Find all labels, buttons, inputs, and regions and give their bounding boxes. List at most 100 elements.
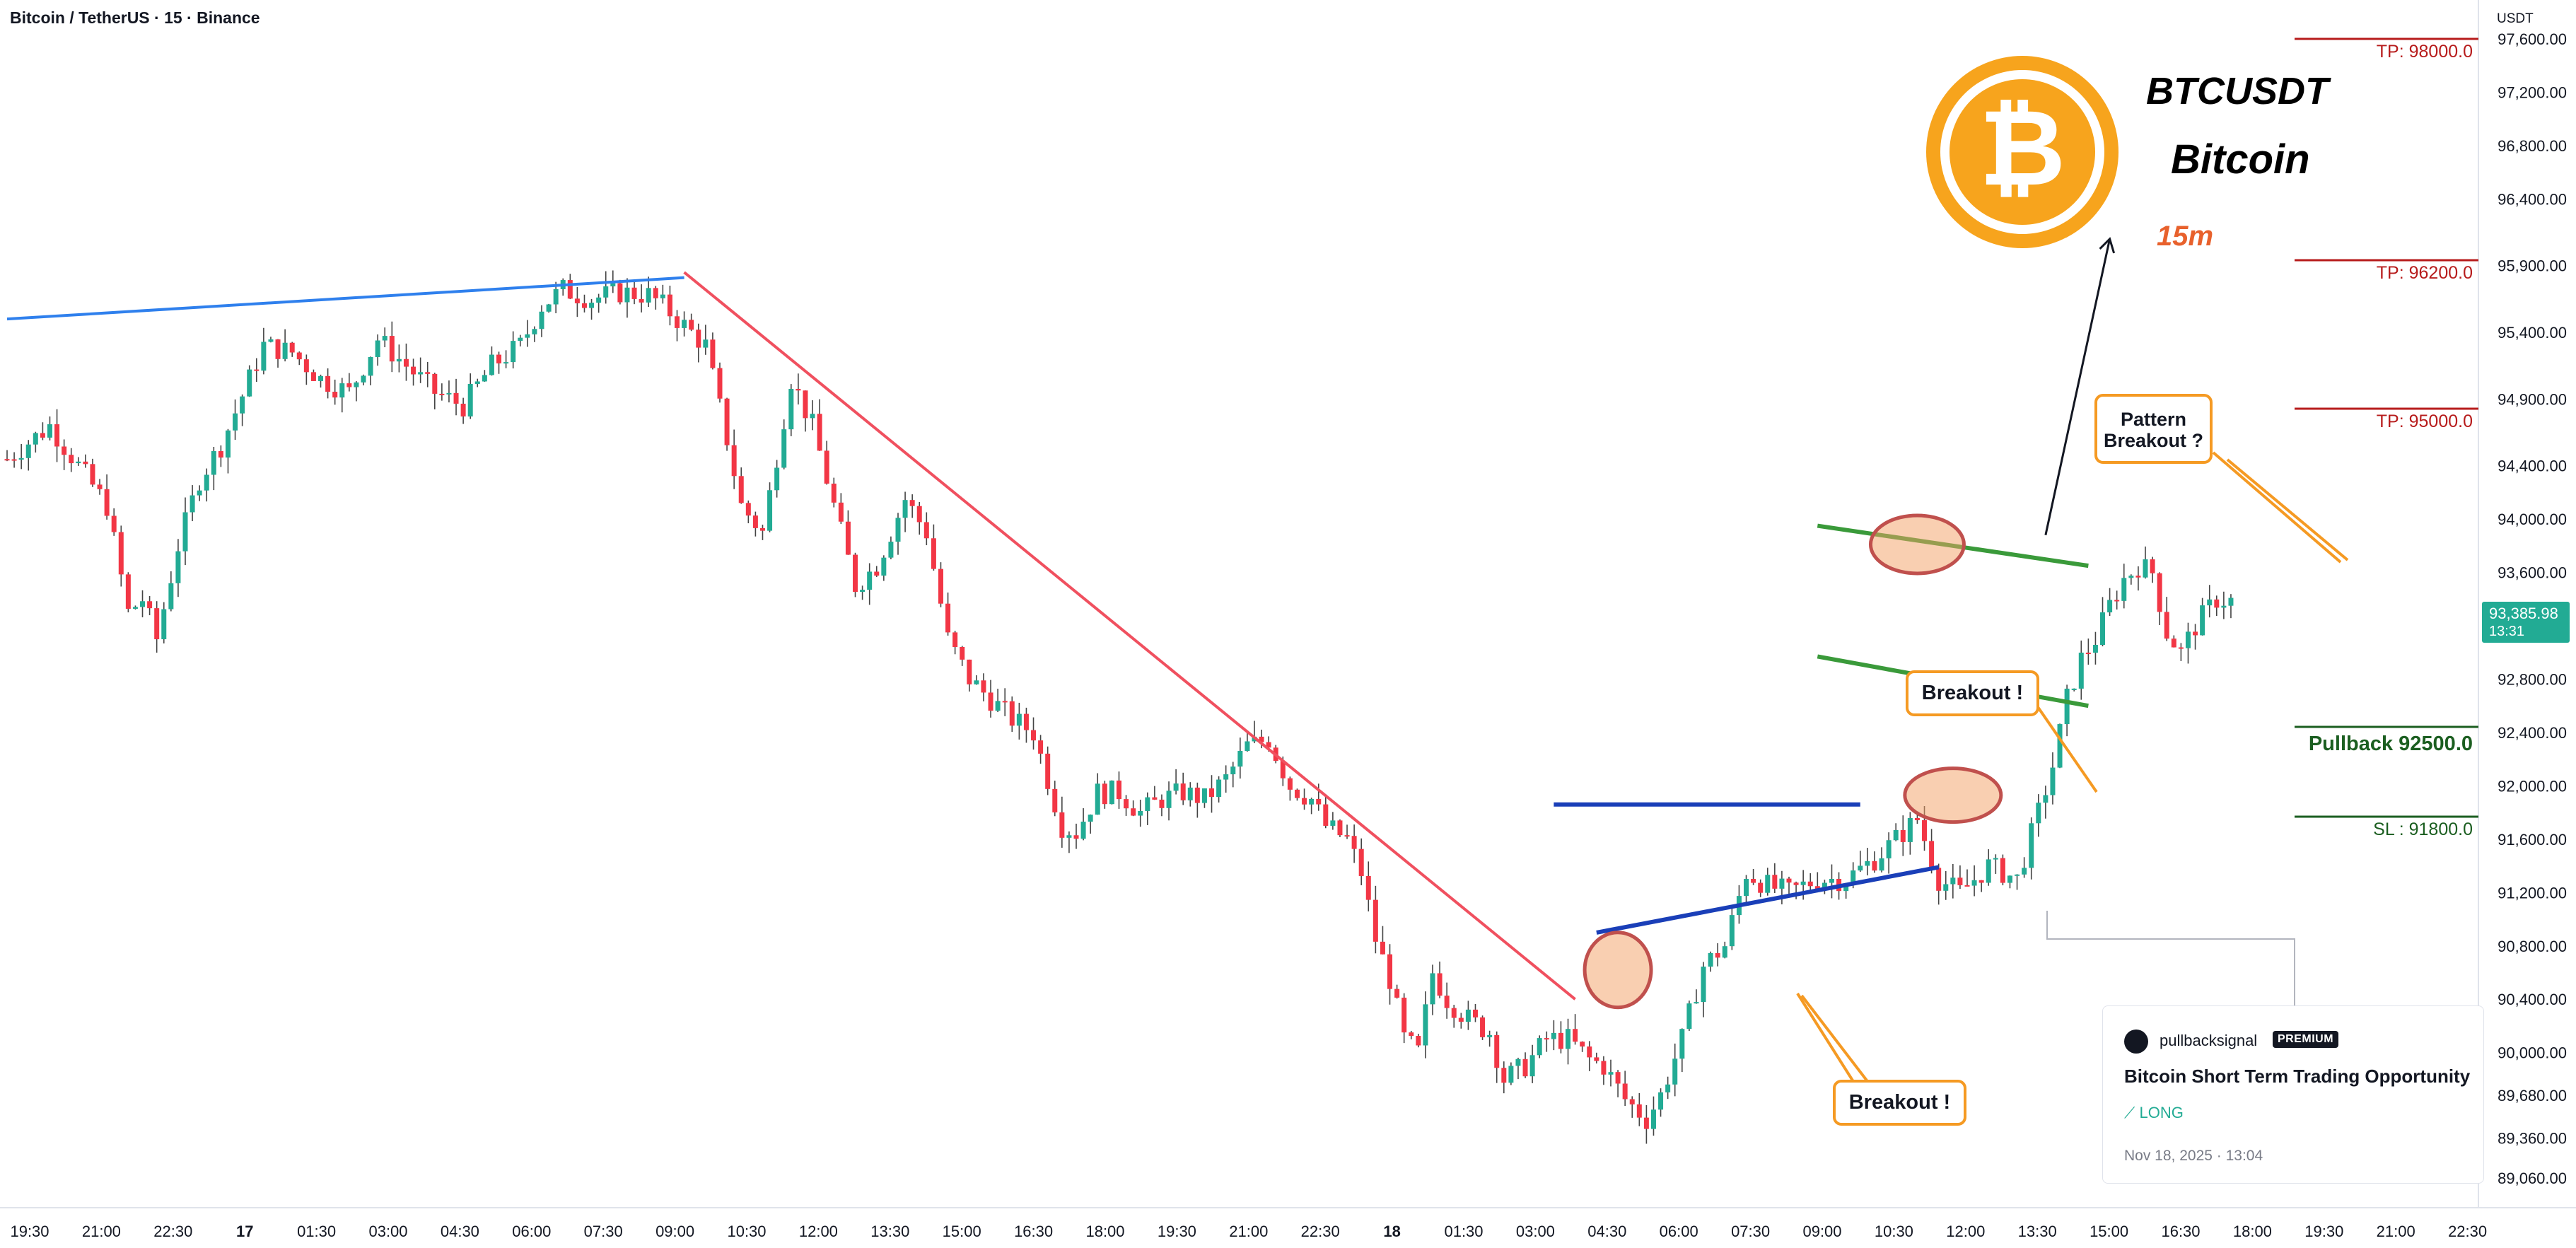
candle-body <box>1943 884 1949 891</box>
price-tick-label: 96,800.00 <box>2498 137 2567 155</box>
candle-body <box>240 396 245 414</box>
candle-body <box>403 358 409 367</box>
candle-body <box>1145 797 1150 811</box>
candle-body <box>2057 724 2063 768</box>
candle-body <box>817 414 822 451</box>
candle-body <box>675 316 680 328</box>
candle-body <box>254 369 260 371</box>
idea-title[interactable]: Bitcoin Short Term Trading Opportunity <box>2124 1066 2471 1087</box>
author-name[interactable]: pullbacksignal <box>2160 1032 2258 1049</box>
author-avatar <box>2124 1030 2148 1054</box>
candle-body <box>1131 808 1136 816</box>
candle-body <box>147 601 153 609</box>
time-tick-label: 21:00 <box>2377 1223 2415 1240</box>
candle-body <box>69 455 74 464</box>
candle-body <box>1401 997 1407 1033</box>
time-tick-label: 03:00 <box>368 1223 407 1240</box>
candle-body <box>1772 875 1778 889</box>
idea-card[interactable]: pullbacksignal PREMIUM Bitcoin Short Ter… <box>2102 1005 2484 1184</box>
candle-body <box>375 340 380 357</box>
callout-pointer <box>2226 458 2349 561</box>
candle-body <box>218 451 223 458</box>
candle-body <box>453 392 459 404</box>
candle-body <box>581 303 587 308</box>
candle-body <box>532 329 537 334</box>
time-axis[interactable]: 19:30 21:00 22:30 17 01:30 03:00 04:30 06:00 07:… <box>0 1207 2576 1240</box>
candle-body <box>874 571 880 576</box>
candle-body <box>1900 829 1906 842</box>
candle-body <box>1580 1042 1585 1047</box>
candle-body <box>282 342 288 359</box>
candle-body <box>717 368 723 399</box>
idea-date: Nov 18, 2025 · 13:04 <box>2124 1148 2263 1164</box>
currency-label[interactable]: USDT <box>2497 11 2534 26</box>
pattern-breakout-callout: Pattern Breakout ? <box>2094 394 2213 464</box>
time-tick-label: 22:30 <box>153 1223 192 1240</box>
candle-body <box>1330 820 1336 826</box>
candle-body <box>860 590 866 593</box>
candle-body <box>503 362 509 364</box>
candle-body <box>1922 820 1928 841</box>
candle-body <box>923 522 929 539</box>
candle-body <box>1109 780 1114 805</box>
candle-body <box>759 527 765 531</box>
candle-body <box>724 398 730 445</box>
candle-body <box>1879 858 1884 871</box>
price-tick-label: 92,000.00 <box>2498 777 2567 795</box>
breakout-callout-low: Breakout ! <box>1833 1080 1966 1126</box>
candle-body <box>275 339 281 359</box>
candle-body <box>1779 878 1785 889</box>
time-tick-label: 13:30 <box>870 1223 909 1240</box>
candle-body <box>1650 1109 1656 1129</box>
candle-body <box>1358 848 1364 876</box>
candle-body <box>1807 881 1813 887</box>
candle-body <box>738 476 744 503</box>
candle-body <box>1986 859 1991 883</box>
candle-body <box>2071 688 2077 690</box>
candle-body <box>1465 1009 1471 1022</box>
candle-body <box>83 461 88 465</box>
candle-body <box>1950 877 1956 885</box>
candle-body <box>382 336 387 341</box>
symbol-header[interactable]: Bitcoin / TetherUS · 15 · Binance <box>10 8 260 27</box>
time-tick-label: 10:30 <box>1875 1223 1913 1240</box>
candle-body <box>1594 1057 1599 1061</box>
candle-body <box>1444 996 1450 1008</box>
callout-pointer <box>2212 451 2342 564</box>
candle-body <box>1309 798 1315 805</box>
candle-body <box>646 288 651 303</box>
candle-body <box>474 381 480 384</box>
candle-body <box>731 445 737 477</box>
candle-body <box>2157 573 2162 612</box>
candle-body <box>1508 1066 1514 1083</box>
candle-body <box>2007 875 2012 883</box>
price-tick-label: 92,800.00 <box>2498 670 2567 688</box>
candle-body <box>1971 880 1977 886</box>
bar-countdown: 13:31 <box>2489 624 2525 639</box>
candle-body <box>1929 841 1935 868</box>
candle-body <box>952 632 958 648</box>
level-label-tp2: TP: 96200.0 <box>2377 263 2473 283</box>
price-axis[interactable]: 89,060.00 89,360.00 89,680.00 90,000.00 90,4… <box>2478 0 2567 1208</box>
candle-body <box>1059 812 1065 838</box>
candle-body <box>1622 1083 1628 1100</box>
candle-body <box>432 373 438 394</box>
idea-connector <box>2046 911 2295 1005</box>
candle-body <box>1380 941 1385 955</box>
candle-body <box>931 538 936 569</box>
candle-body <box>1529 1055 1535 1077</box>
candle-body <box>325 375 331 392</box>
candle-body <box>33 433 38 445</box>
candle-body <box>574 298 580 303</box>
candle-body <box>1451 1008 1457 1018</box>
candle-body <box>1138 810 1143 816</box>
price-tick-label: 92,400.00 <box>2498 724 2567 742</box>
candle-body <box>197 490 202 496</box>
price-tick-label: 94,900.00 <box>2498 390 2567 408</box>
candle-body <box>589 303 595 308</box>
time-tick-label: 01:30 <box>297 1223 336 1240</box>
time-tick-label: 13:30 <box>2018 1223 2057 1240</box>
candle-body <box>1394 989 1400 998</box>
candle-body <box>2015 874 2020 876</box>
